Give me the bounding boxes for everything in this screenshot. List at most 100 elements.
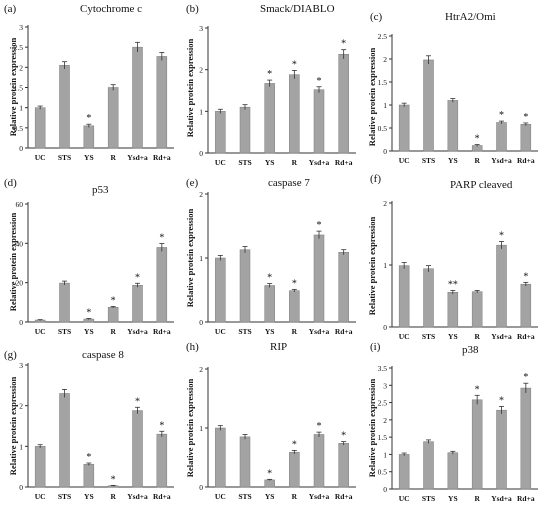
significance-marker: *: [475, 384, 480, 395]
x-tick-label: UC: [215, 327, 226, 336]
y-tick-label: 0: [19, 318, 23, 327]
bar: [215, 427, 226, 488]
chart-panel: (b) Smack/DIABLO Relative protein expressi…: [185, 3, 356, 167]
x-tick-label: Rd+a: [153, 492, 171, 501]
bar: [471, 399, 483, 490]
significance-marker: *: [292, 60, 297, 71]
y-axis-label: Relative protein expression: [185, 209, 195, 308]
y-tick-label: 1: [383, 261, 387, 270]
x-tick-label: Ysd+a: [127, 492, 148, 501]
x-tick-label: UC: [399, 156, 410, 165]
x-tick-label: Rd+a: [335, 492, 353, 501]
bar: [496, 244, 507, 328]
bar: [338, 443, 349, 488]
x-tick-label: Ysd+a: [309, 158, 330, 167]
bar: [313, 234, 325, 323]
y-tick-label: 3: [199, 24, 203, 33]
significance-marker: *: [523, 372, 528, 383]
bar: [398, 104, 410, 152]
chart-title: RIP: [270, 341, 287, 353]
bar: [520, 283, 532, 328]
significance-marker: *: [341, 431, 346, 442]
y-tick-label: 1: [383, 101, 387, 110]
x-tick-label: YS: [84, 327, 94, 336]
bar: [398, 265, 410, 328]
significance-marker: *: [111, 474, 116, 485]
y-axis-label: Relative protein expression: [8, 377, 18, 476]
bar: [447, 100, 459, 152]
bar: [496, 409, 507, 490]
bar: [338, 54, 349, 154]
y-tick-label: 2: [199, 66, 203, 75]
x-tick-label: R: [474, 494, 480, 503]
x-tick-label: R: [110, 327, 116, 336]
y-tick-label: 0: [19, 144, 23, 153]
x-tick-label: R: [292, 327, 298, 336]
significance-marker: *: [317, 76, 322, 87]
y-axis-label: Relative protein expression: [8, 38, 18, 137]
bar: [520, 387, 532, 490]
bar: [132, 46, 143, 149]
bar: [156, 247, 168, 323]
panel-label: (b): [186, 3, 199, 15]
x-tick-label: Rd+a: [335, 158, 353, 167]
x-tick-label: UC: [399, 494, 410, 503]
x-tick-label: Ysd+a: [491, 156, 512, 165]
bar: [59, 282, 70, 323]
significance-marker: *: [86, 307, 91, 318]
x-tick-label: R: [474, 156, 480, 165]
bar: [338, 251, 349, 323]
significance-marker: *: [159, 420, 164, 431]
y-tick-label: 60: [16, 200, 24, 209]
x-tick-label: STS: [58, 492, 71, 501]
significance-marker: *: [499, 395, 504, 406]
x-tick-label: Ysd+a: [127, 327, 148, 336]
x-tick-label: Rd+a: [153, 153, 171, 162]
bar: [264, 83, 275, 154]
chart-title: Cytochrome c: [80, 3, 142, 15]
x-tick-label: UC: [35, 492, 46, 501]
bar: [289, 451, 300, 488]
x-tick-label: STS: [238, 327, 251, 336]
bar: [423, 59, 434, 152]
bar: [34, 107, 46, 149]
x-tick-label: Ysd+a: [491, 332, 512, 341]
bar: [289, 74, 300, 154]
panel-label: (d): [4, 177, 17, 189]
x-tick-label: Rd+a: [517, 332, 535, 341]
y-tick-label: 0: [383, 323, 387, 332]
chart-title: caspase 7: [268, 177, 310, 189]
bar: [83, 125, 95, 149]
bar: [59, 393, 70, 488]
panel-label: (c): [370, 11, 383, 23]
y-axis-label: Relative protein expression: [367, 379, 377, 478]
y-tick-label: 2: [383, 416, 387, 425]
x-tick-label: STS: [422, 332, 435, 341]
significance-marker: *: [292, 278, 297, 289]
y-tick-label: 1: [19, 442, 23, 451]
bar: [313, 434, 325, 488]
y-tick-label: 3: [383, 381, 387, 390]
panel-label: (i): [370, 341, 381, 353]
bar: [398, 454, 410, 490]
y-tick-label: 1.5: [378, 433, 388, 442]
x-tick-label: Ysd+a: [127, 153, 148, 162]
significance-marker: *: [86, 452, 91, 463]
x-tick-label: Rd+a: [153, 327, 171, 336]
bar: [107, 87, 119, 149]
x-tick-label: STS: [422, 156, 435, 165]
chart-panel: (e) caspase 7 Relative protein expression 0…: [185, 177, 356, 336]
y-tick-label: 40: [16, 239, 24, 248]
y-axis-label: Relative protein expression: [8, 213, 18, 312]
chart-title: PARP cleaved: [450, 179, 513, 191]
bar: [156, 56, 168, 149]
x-tick-label: STS: [422, 494, 435, 503]
y-tick-label: 2: [199, 365, 203, 374]
x-tick-label: Ysd+a: [491, 494, 512, 503]
y-tick-label: 20: [16, 279, 24, 288]
bar: [313, 89, 325, 154]
y-tick-label: 2: [383, 199, 387, 208]
y-tick-label: 0.5: [14, 124, 24, 133]
